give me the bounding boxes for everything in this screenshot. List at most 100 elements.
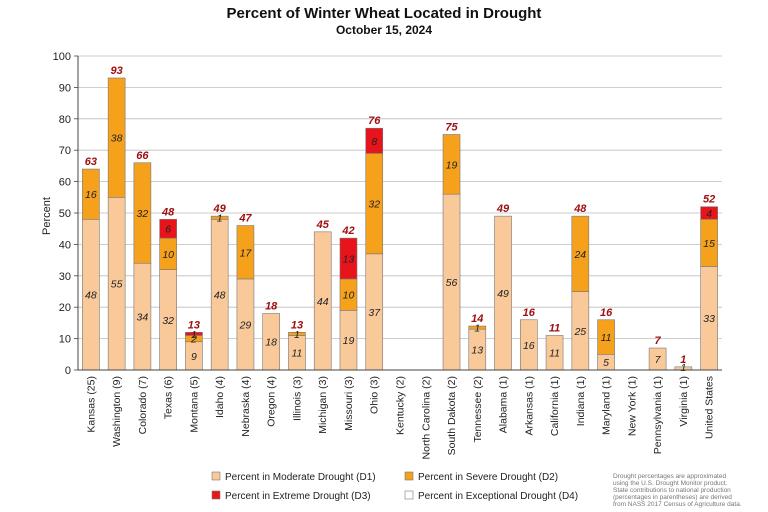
bar-6-series-1 — [236, 225, 255, 280]
legend-swatch-3 — [404, 490, 414, 500]
segment-label-3-1: 10 — [162, 249, 174, 261]
segment-label-24-0: 33 — [703, 313, 715, 325]
axes — [77, 56, 722, 371]
segment-label-14-1: 19 — [446, 159, 458, 171]
note-line-1: using the U.S. Drought Monitor product. — [613, 480, 728, 487]
segment-label-3-2: 6 — [165, 224, 171, 236]
total-label-11: 76 — [368, 115, 381, 127]
category-label-19: Indiana (1) — [575, 376, 587, 426]
total-label-17: 16 — [523, 307, 536, 319]
segment-label-7-0: 18 — [265, 337, 277, 349]
segment-label-1-0: 55 — [111, 279, 123, 291]
bars: 4816635538933432663210648921134814929174… — [82, 65, 718, 374]
total-label-6: 47 — [238, 213, 252, 225]
total-label-0: 63 — [85, 156, 97, 168]
y-tick-label-50: 50 — [59, 208, 71, 220]
legend-swatch-0 — [211, 471, 221, 481]
total-label-1: 93 — [111, 65, 123, 77]
category-label-14: South Dakota (2) — [446, 376, 458, 455]
bar-24-series-2 — [700, 206, 718, 220]
category-label-6: Nebraska (4) — [240, 376, 252, 437]
bar-8-series-1 — [288, 332, 306, 336]
note-line-3: (percentages in parentheses) are derived — [613, 494, 732, 501]
total-label-2: 66 — [136, 150, 149, 162]
bar-4-series-2 — [185, 332, 203, 336]
segment-label-19-0: 25 — [573, 326, 586, 338]
note-line-0: Drought percentages are approximated — [613, 473, 726, 480]
segment-label-10-2: 13 — [343, 254, 355, 266]
category-label-15: Tennessee (2) — [472, 376, 484, 443]
segment-label-8-1: 1 — [294, 329, 300, 341]
total-label-5: 49 — [213, 203, 227, 215]
y-tick-label-100: 100 — [53, 51, 71, 63]
bar-11-series-2 — [365, 127, 384, 154]
bar-10-series-2 — [339, 237, 358, 280]
legend-label-3: Percent in Exceptional Drought (D4) — [418, 491, 578, 502]
legend-label-2: Percent in Extreme Drought (D3) — [225, 491, 371, 502]
bar-15-series-1 — [468, 325, 487, 330]
segment-label-15-1: 1 — [474, 323, 480, 335]
category-label-7: Oregon (4) — [266, 376, 278, 427]
category-label-23: Virginia (1) — [678, 376, 690, 427]
category-label-17: Arkansas (1) — [523, 376, 535, 436]
total-label-15: 14 — [471, 313, 483, 325]
segment-label-3-0: 32 — [162, 315, 174, 327]
segment-label-4-1: 2 — [190, 334, 197, 346]
segment-label-23-1: 1 — [680, 362, 686, 374]
note-line-2: State contributions to national producti… — [613, 487, 731, 494]
segment-label-18-0: 11 — [549, 348, 560, 360]
total-label-10: 42 — [341, 225, 354, 237]
category-label-1: Washington (9) — [111, 376, 123, 447]
total-label-22: 7 — [655, 335, 662, 347]
total-label-18: 11 — [549, 322, 560, 334]
y-tick-label-40: 40 — [59, 239, 71, 251]
y-tick-label-30: 30 — [59, 271, 71, 283]
segment-label-11-1: 32 — [368, 199, 380, 211]
segment-label-22-0: 7 — [655, 354, 662, 366]
chart-subtitle: October 15, 2024 — [336, 23, 432, 37]
segment-label-4-2: 1 — [191, 329, 197, 341]
category-label-0: Kansas (25) — [85, 376, 97, 433]
segment-label-9-0: 44 — [317, 296, 329, 308]
category-label-13: North Carolina (2) — [420, 376, 432, 459]
segment-label-20-0: 5 — [603, 357, 609, 369]
y-tick-label-80: 80 — [59, 114, 71, 126]
total-label-19: 48 — [573, 203, 587, 215]
segment-label-15-0: 13 — [471, 345, 483, 357]
total-label-23: 1 — [680, 354, 686, 366]
bar-20-series-1 — [597, 319, 615, 355]
legend: Percent in Moderate Drought (D1) Percent … — [211, 471, 578, 502]
segment-label-2-0: 34 — [137, 312, 149, 324]
chart-title: Percent of Winter Wheat Located in Droug… — [227, 5, 542, 22]
category-label-21: New York (1) — [626, 376, 638, 436]
category-label-9: Michigan (3) — [317, 376, 329, 434]
total-label-24: 52 — [703, 194, 715, 206]
category-label-16: Alabama (1) — [498, 376, 510, 433]
y-axis-ticks: 0 10 20 30 40 50 60 70 80 90 100 — [53, 51, 78, 377]
segment-label-6-1: 17 — [240, 247, 253, 259]
segment-label-16-0: 49 — [497, 288, 509, 300]
total-label-7: 18 — [265, 300, 278, 312]
segment-label-4-0: 9 — [191, 351, 197, 363]
category-label-18: California (1) — [549, 376, 561, 436]
legend-swatch-1 — [404, 471, 414, 481]
segment-label-20-1: 11 — [601, 332, 612, 344]
segment-label-14-0: 56 — [446, 277, 458, 289]
category-label-2: Colorado (7) — [137, 376, 149, 434]
y-axis-label: Percent — [41, 197, 53, 235]
source-note: Drought percentages are approximatedusin… — [613, 473, 742, 508]
y-tick-label-70: 70 — [59, 145, 71, 157]
segment-label-24-1: 15 — [703, 238, 715, 250]
category-label-11: Ohio (3) — [369, 376, 381, 414]
total-label-20: 16 — [600, 307, 613, 319]
bar-5-series-1 — [210, 215, 229, 220]
y-tick-label-90: 90 — [59, 82, 71, 94]
category-label-8: Illinois (3) — [291, 376, 303, 421]
category-label-5: Idaho (4) — [214, 376, 226, 418]
category-label-3: Texas (6) — [163, 376, 175, 419]
y-tick-label-60: 60 — [59, 177, 71, 189]
total-label-3: 48 — [161, 206, 175, 218]
y-tick-label-0: 0 — [65, 365, 71, 377]
segment-label-5-1: 1 — [217, 213, 223, 225]
